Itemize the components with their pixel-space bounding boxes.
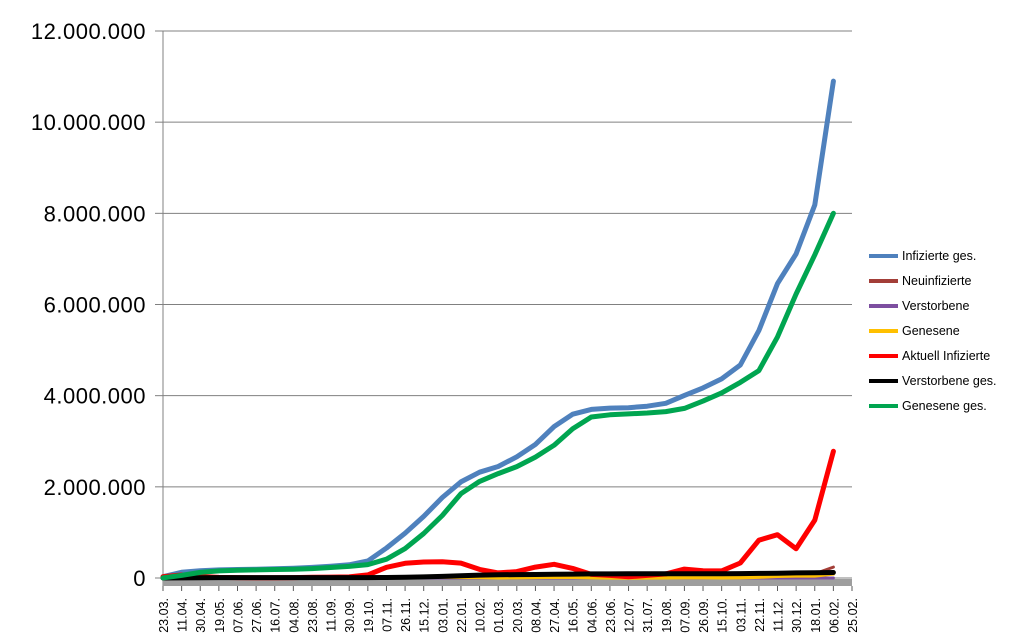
x-axis-label: 19.10. [362,598,376,633]
x-axis-label: 18.01. [809,598,823,633]
x-axis-label: 07.09. [678,598,692,633]
y-axis-label: 8.000.000 [44,201,146,226]
x-axis-label: 07.06. [231,598,245,633]
x-axis-label: 11.12. [772,598,786,632]
series-line-verstorbene-ges [160,570,836,581]
x-axis-label: 26.09. [697,598,711,633]
x-axis-label: 03.01. [436,598,450,633]
x-axis-label: 08.04. [529,598,543,633]
x-axis-label: 22.11. [753,598,767,632]
y-axis-label: 12.000.000 [31,19,146,44]
legend: Infizierte ges. Neuinfizierte Verstorbene G… [869,243,997,418]
legend-label: Verstorbene [902,298,970,313]
y-axis-label: 2.000.000 [44,475,146,500]
x-axis-label: 23.03. [157,598,171,633]
x-axis-label: 11.04. [176,598,190,632]
x-axis-label: 10.02. [474,598,488,633]
legend-label: Aktuell Infizierte [902,348,991,363]
x-axis-label: 19.05. [213,598,227,633]
legend-item-verstorbene: Verstorbene [869,293,997,318]
x-axis-label: 15.10. [716,598,730,633]
legend-item-infizierte-ges: Infizierte ges. [869,243,997,268]
legend-swatch-verstorbene-ges [869,378,898,383]
x-axis-label: 31.07. [641,598,655,633]
legend-label: Genesene ges. [902,398,987,413]
legend-item-genesene-ges: Genesene ges. [869,393,997,418]
x-axis-label: 11.09. [325,598,339,632]
legend-swatch-genesene [869,328,898,333]
legend-label: Verstorbene ges. [902,373,997,388]
x-axis-label: 15.12. [418,598,432,633]
x-axis-label: 06.02. [827,598,841,633]
x-axis-label: 07.11. [380,598,394,632]
legend-label: Neuinfizierte [902,273,972,288]
x-axis-label: 01.03. [492,598,506,633]
x-axis-label: 30.04. [194,598,208,633]
legend-item-genesene: Genesene [869,318,997,343]
series-line-infizierte-ges [160,78,836,580]
x-axis-label: 04.06. [585,598,599,633]
x-axis-label: 27.06. [250,598,264,633]
y-axis-label: 0 [133,566,146,591]
x-axis-label: 27.04. [548,598,562,633]
x-axis-label: 20.03. [511,598,525,633]
x-axis-label: 26.11. [399,598,413,632]
y-axis-label: 6.000.000 [44,293,146,318]
x-axis-label: 30.12. [790,598,804,633]
series-line-aktuell-infizierte [160,448,836,581]
x-axis-label: 12.07. [623,598,637,633]
legend-swatch-genesene-ges [869,403,898,408]
legend-item-verstorbene-ges: Verstorbene ges. [869,368,997,393]
legend-swatch-aktuell-infizierte [869,353,898,358]
legend-swatch-infizierte-ges [869,253,898,258]
x-axis-label: 23.08. [306,598,320,633]
x-axis-label: 19.08. [660,598,674,633]
series-line-genesene-ges [160,210,836,581]
x-axis-label: 16.05. [567,598,581,633]
y-axis-label: 10.000.000 [31,110,146,135]
legend-item-neuinfizierte: Neuinfizierte [869,268,997,293]
legend-swatch-verstorbene [869,303,898,308]
legend-swatch-neuinfizierte [869,278,898,283]
x-axis-label: 22.01. [455,598,469,633]
x-axis-label: 30.09. [343,598,357,633]
legend-label: Infizierte ges. [902,248,977,263]
x-axis-label: 03.11. [734,598,748,632]
x-axis-label: 25.02. [846,598,860,633]
y-axis-label: 4.000.000 [44,384,146,409]
legend-label: Genesene [902,323,960,338]
x-axis-label: 23.06. [604,598,618,633]
x-axis-bar [163,579,852,586]
x-axis-label: 04.08. [287,598,301,633]
legend-item-aktuell-infizierte: Aktuell Infizierte [869,343,997,368]
x-axis-label: 16.07. [269,598,283,633]
